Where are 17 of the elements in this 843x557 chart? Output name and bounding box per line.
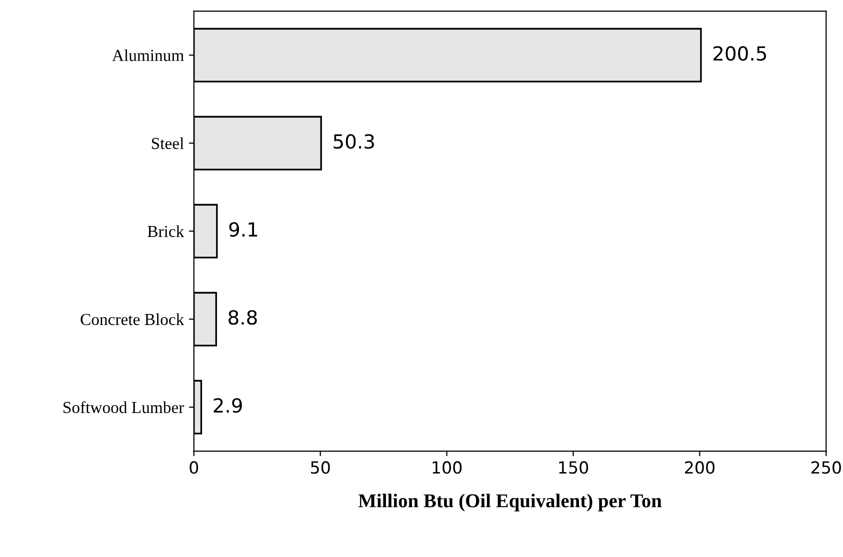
x-tick-label: 200	[685, 461, 714, 474]
y-tick-label: Aluminum	[112, 49, 184, 62]
x-tick-label: 150	[559, 461, 588, 474]
y-tick-label: Steel	[152, 137, 184, 150]
x-tick-label: 50	[311, 461, 330, 474]
x-tick-label: 0	[190, 461, 198, 474]
data-label: 2.9	[214, 398, 242, 413]
data-label: 9.1	[229, 222, 258, 237]
data-label: 50.3	[334, 134, 374, 149]
data-label: 200.5	[713, 46, 766, 61]
y-tick-label: Softwood Lumber	[64, 401, 184, 414]
data-label: 8.8	[228, 310, 257, 325]
y-tick-label: Concrete Block	[80, 313, 184, 326]
y-tick-label: Brick	[148, 225, 184, 238]
x-tick-label: 250	[811, 461, 841, 474]
x-axis-title: Million Btu (Oil Equivalent) per Ton	[358, 494, 662, 512]
x-tick-label: 100	[432, 461, 462, 474]
